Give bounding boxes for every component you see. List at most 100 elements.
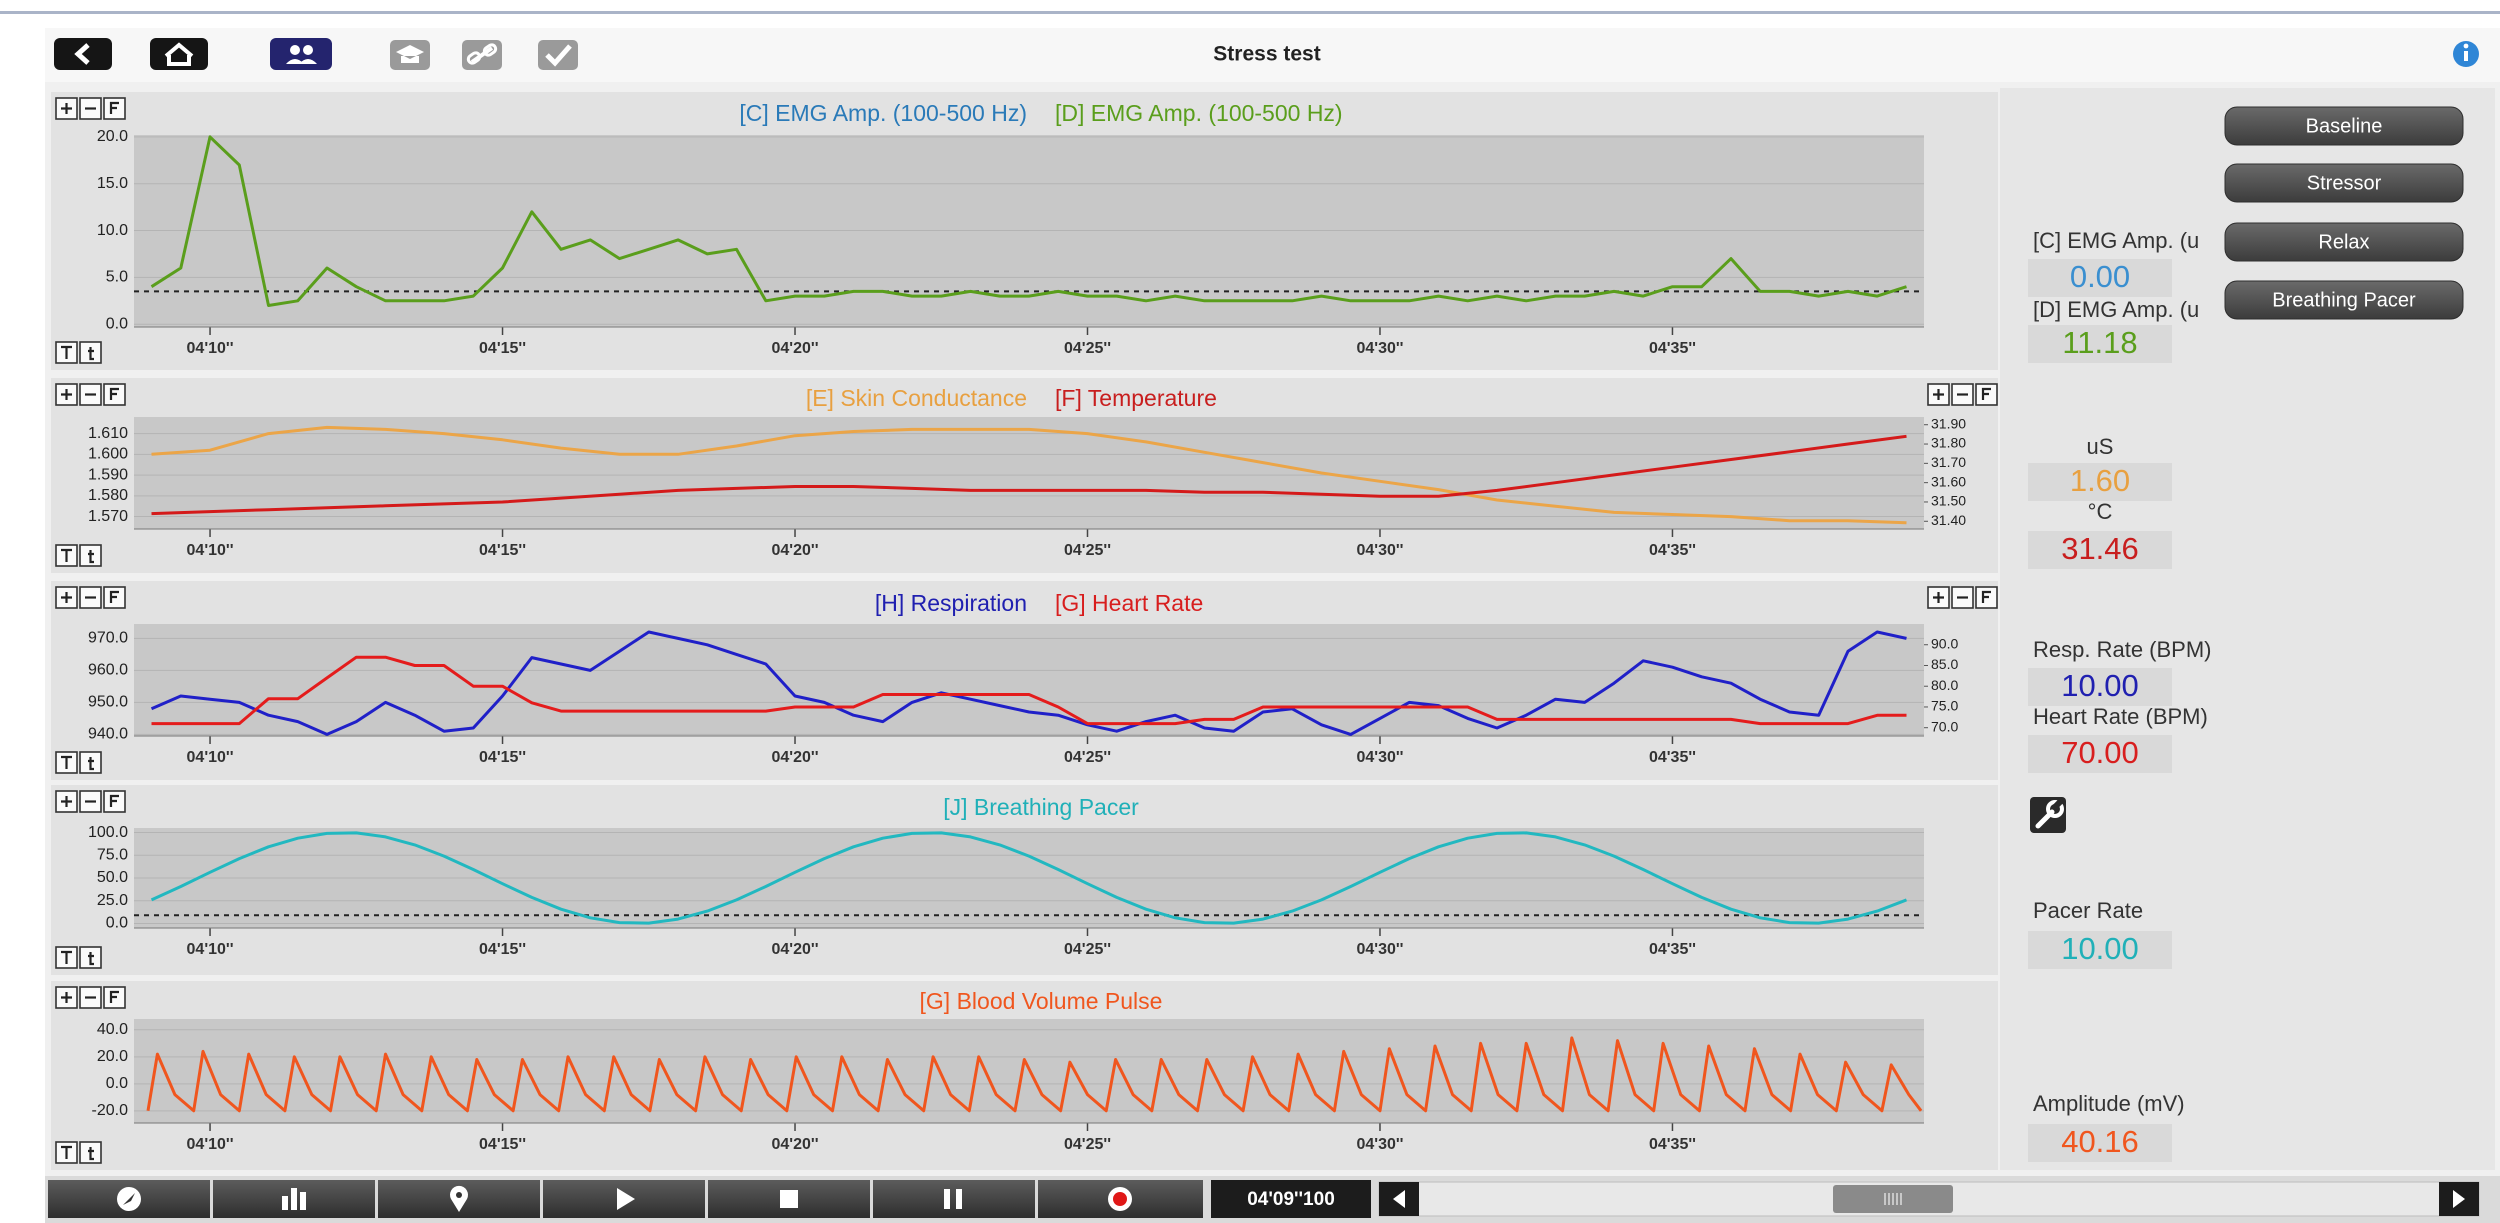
x-tick-label: 04'20'' <box>772 340 819 357</box>
info-button[interactable] <box>2453 41 2479 67</box>
stop-button[interactable] <box>708 1180 870 1218</box>
readout-label: Resp. Rate (BPM) <box>2033 637 2212 662</box>
zoom-glyph[interactable] <box>1933 389 1944 400</box>
scale-glyph[interactable] <box>61 755 72 769</box>
zoom-glyph[interactable] <box>1981 387 1991 400</box>
button-label[interactable]: Stressor <box>2307 172 2382 194</box>
zoom-glyph[interactable] <box>61 389 72 400</box>
zoom-controls[interactable] <box>55 586 126 609</box>
chart-panel: 940.0 950.0 960.0 970.0 70.0 75.0 80.0 85.0 90.0… <box>51 581 1998 780</box>
y-tick-label: 0.0 <box>106 315 128 332</box>
button-face[interactable] <box>2224 222 2464 262</box>
x-tick-label: 04'35'' <box>1649 1136 1696 1153</box>
scale-glyph[interactable] <box>61 548 72 562</box>
x-tick-label: 04'30'' <box>1356 941 1403 958</box>
zoom-glyph[interactable] <box>61 592 72 603</box>
scale-glyph[interactable] <box>61 950 72 964</box>
zoom-controls[interactable] <box>55 790 126 813</box>
scale-controls[interactable] <box>55 1141 102 1164</box>
scale-glyph[interactable] <box>88 1147 94 1161</box>
y-tick-label: 1.580 <box>88 487 128 504</box>
readout-value: 11.18 <box>2062 325 2137 360</box>
chart-stack: 0.05.010.015.020.004'10'' 04'15'' 04'20'' 0… <box>51 92 1998 1170</box>
zoom-controls[interactable] <box>55 383 126 406</box>
zoom-glyph[interactable] <box>109 794 119 807</box>
settings-button[interactable] <box>2030 797 2066 833</box>
record-button[interactable] <box>1038 1180 1203 1218</box>
zoom-controls[interactable] <box>55 97 126 120</box>
button-label[interactable]: Breathing Pacer <box>2272 289 2416 311</box>
zoom-glyph[interactable] <box>109 990 119 1003</box>
scale-controls[interactable] <box>55 946 102 969</box>
chart-title: [C] EMG Amp. (100-500 Hz) <box>739 100 1027 126</box>
y2-tick-label: 85.0 <box>1931 656 1958 672</box>
zoom-glyph[interactable] <box>61 992 72 1003</box>
scale-glyph[interactable] <box>61 345 72 359</box>
y2-tick-label: 80.0 <box>1931 677 1958 693</box>
scale-controls[interactable] <box>55 751 102 774</box>
users-button[interactable] <box>270 38 332 70</box>
y-tick-label: 10.0 <box>97 222 128 239</box>
readout-value: 40.16 <box>2061 1124 2139 1159</box>
zoom-glyph[interactable] <box>1981 590 1991 603</box>
readout-label: Pacer Rate <box>2033 898 2143 923</box>
chart-title: [G] Heart Rate <box>1055 590 1203 616</box>
protocol-button[interactable]: Stressor <box>2224 163 2464 203</box>
x-tick-label: 04'15'' <box>479 749 526 766</box>
x-tick-label: 04'10'' <box>187 941 234 958</box>
y-tick-label: 970.0 <box>88 630 128 647</box>
zoom-glyph[interactable] <box>61 796 72 807</box>
chart-panel: 0.0 25.0 50.0 75.0 100.0 04'10'' 04'15'' 04'20'… <box>51 785 1998 975</box>
protocol-button[interactable]: Relax <box>2224 222 2464 262</box>
home-button[interactable] <box>150 38 208 70</box>
protocol-button[interactable]: Breathing Pacer <box>2224 280 2464 320</box>
scale-glyph[interactable] <box>88 347 94 361</box>
protocol-button[interactable]: Baseline <box>2224 106 2464 146</box>
button-face[interactable] <box>2224 280 2464 320</box>
x-tick-label: 04'25'' <box>1064 1136 1111 1153</box>
zoom-glyph[interactable] <box>109 387 119 400</box>
zoom-controls[interactable] <box>1927 586 1998 609</box>
x-tick-label: 04'25'' <box>1064 340 1111 357</box>
x-tick-label: 04'25'' <box>1064 749 1111 766</box>
link-button[interactable] <box>462 40 502 70</box>
button-label[interactable]: Relax <box>2318 231 2369 253</box>
readout-value: 10.00 <box>2061 931 2139 966</box>
chart-title: [J] Breathing Pacer <box>943 794 1139 820</box>
scale-glyph[interactable] <box>61 1145 72 1159</box>
scale-glyph[interactable] <box>88 550 94 564</box>
y2-tick-label: 31.60 <box>1931 473 1966 489</box>
play-button[interactable] <box>543 1180 705 1218</box>
zoom-controls[interactable] <box>1927 383 1998 406</box>
zoom-glyph[interactable] <box>1933 592 1944 603</box>
readout-value: 70.00 <box>2061 735 2139 770</box>
button-label[interactable]: Baseline <box>2306 115 2383 137</box>
scale-glyph[interactable] <box>88 757 94 771</box>
x-tick-label: 04'30'' <box>1356 1136 1403 1153</box>
y2-tick-label: 31.50 <box>1931 493 1966 509</box>
scale-glyph[interactable] <box>88 952 94 966</box>
series-line <box>150 831 1908 925</box>
button-face[interactable] <box>2224 163 2464 203</box>
y2-tick-label: 31.80 <box>1931 435 1966 451</box>
navigate-button[interactable] <box>48 1180 210 1218</box>
zoom-glyph[interactable] <box>61 103 72 114</box>
x-tick-label: 04'20'' <box>772 749 819 766</box>
pause-button[interactable] <box>873 1180 1035 1218</box>
zoom-controls[interactable] <box>55 986 126 1009</box>
chart-panel: -20.0 0.0 20.0 40.0 04'10'' 04'15'' 04'20'' 04'… <box>51 981 1998 1170</box>
course-button[interactable] <box>390 40 430 70</box>
check-button[interactable] <box>538 40 578 70</box>
x-tick-label: 04'20'' <box>772 1136 819 1153</box>
marker-button[interactable] <box>378 1180 540 1218</box>
zoom-glyph[interactable] <box>109 101 119 114</box>
scrollbar[interactable] <box>1378 1181 2480 1217</box>
zoom-glyph[interactable] <box>109 590 119 603</box>
x-tick-label: 04'10'' <box>187 1136 234 1153</box>
back-button[interactable] <box>54 38 112 70</box>
button-face[interactable] <box>2224 106 2464 146</box>
scale-controls[interactable] <box>55 544 102 567</box>
scale-controls[interactable] <box>55 341 102 364</box>
y-tick-label: 40.0 <box>97 1021 128 1038</box>
chart-view-button[interactable] <box>213 1180 375 1218</box>
